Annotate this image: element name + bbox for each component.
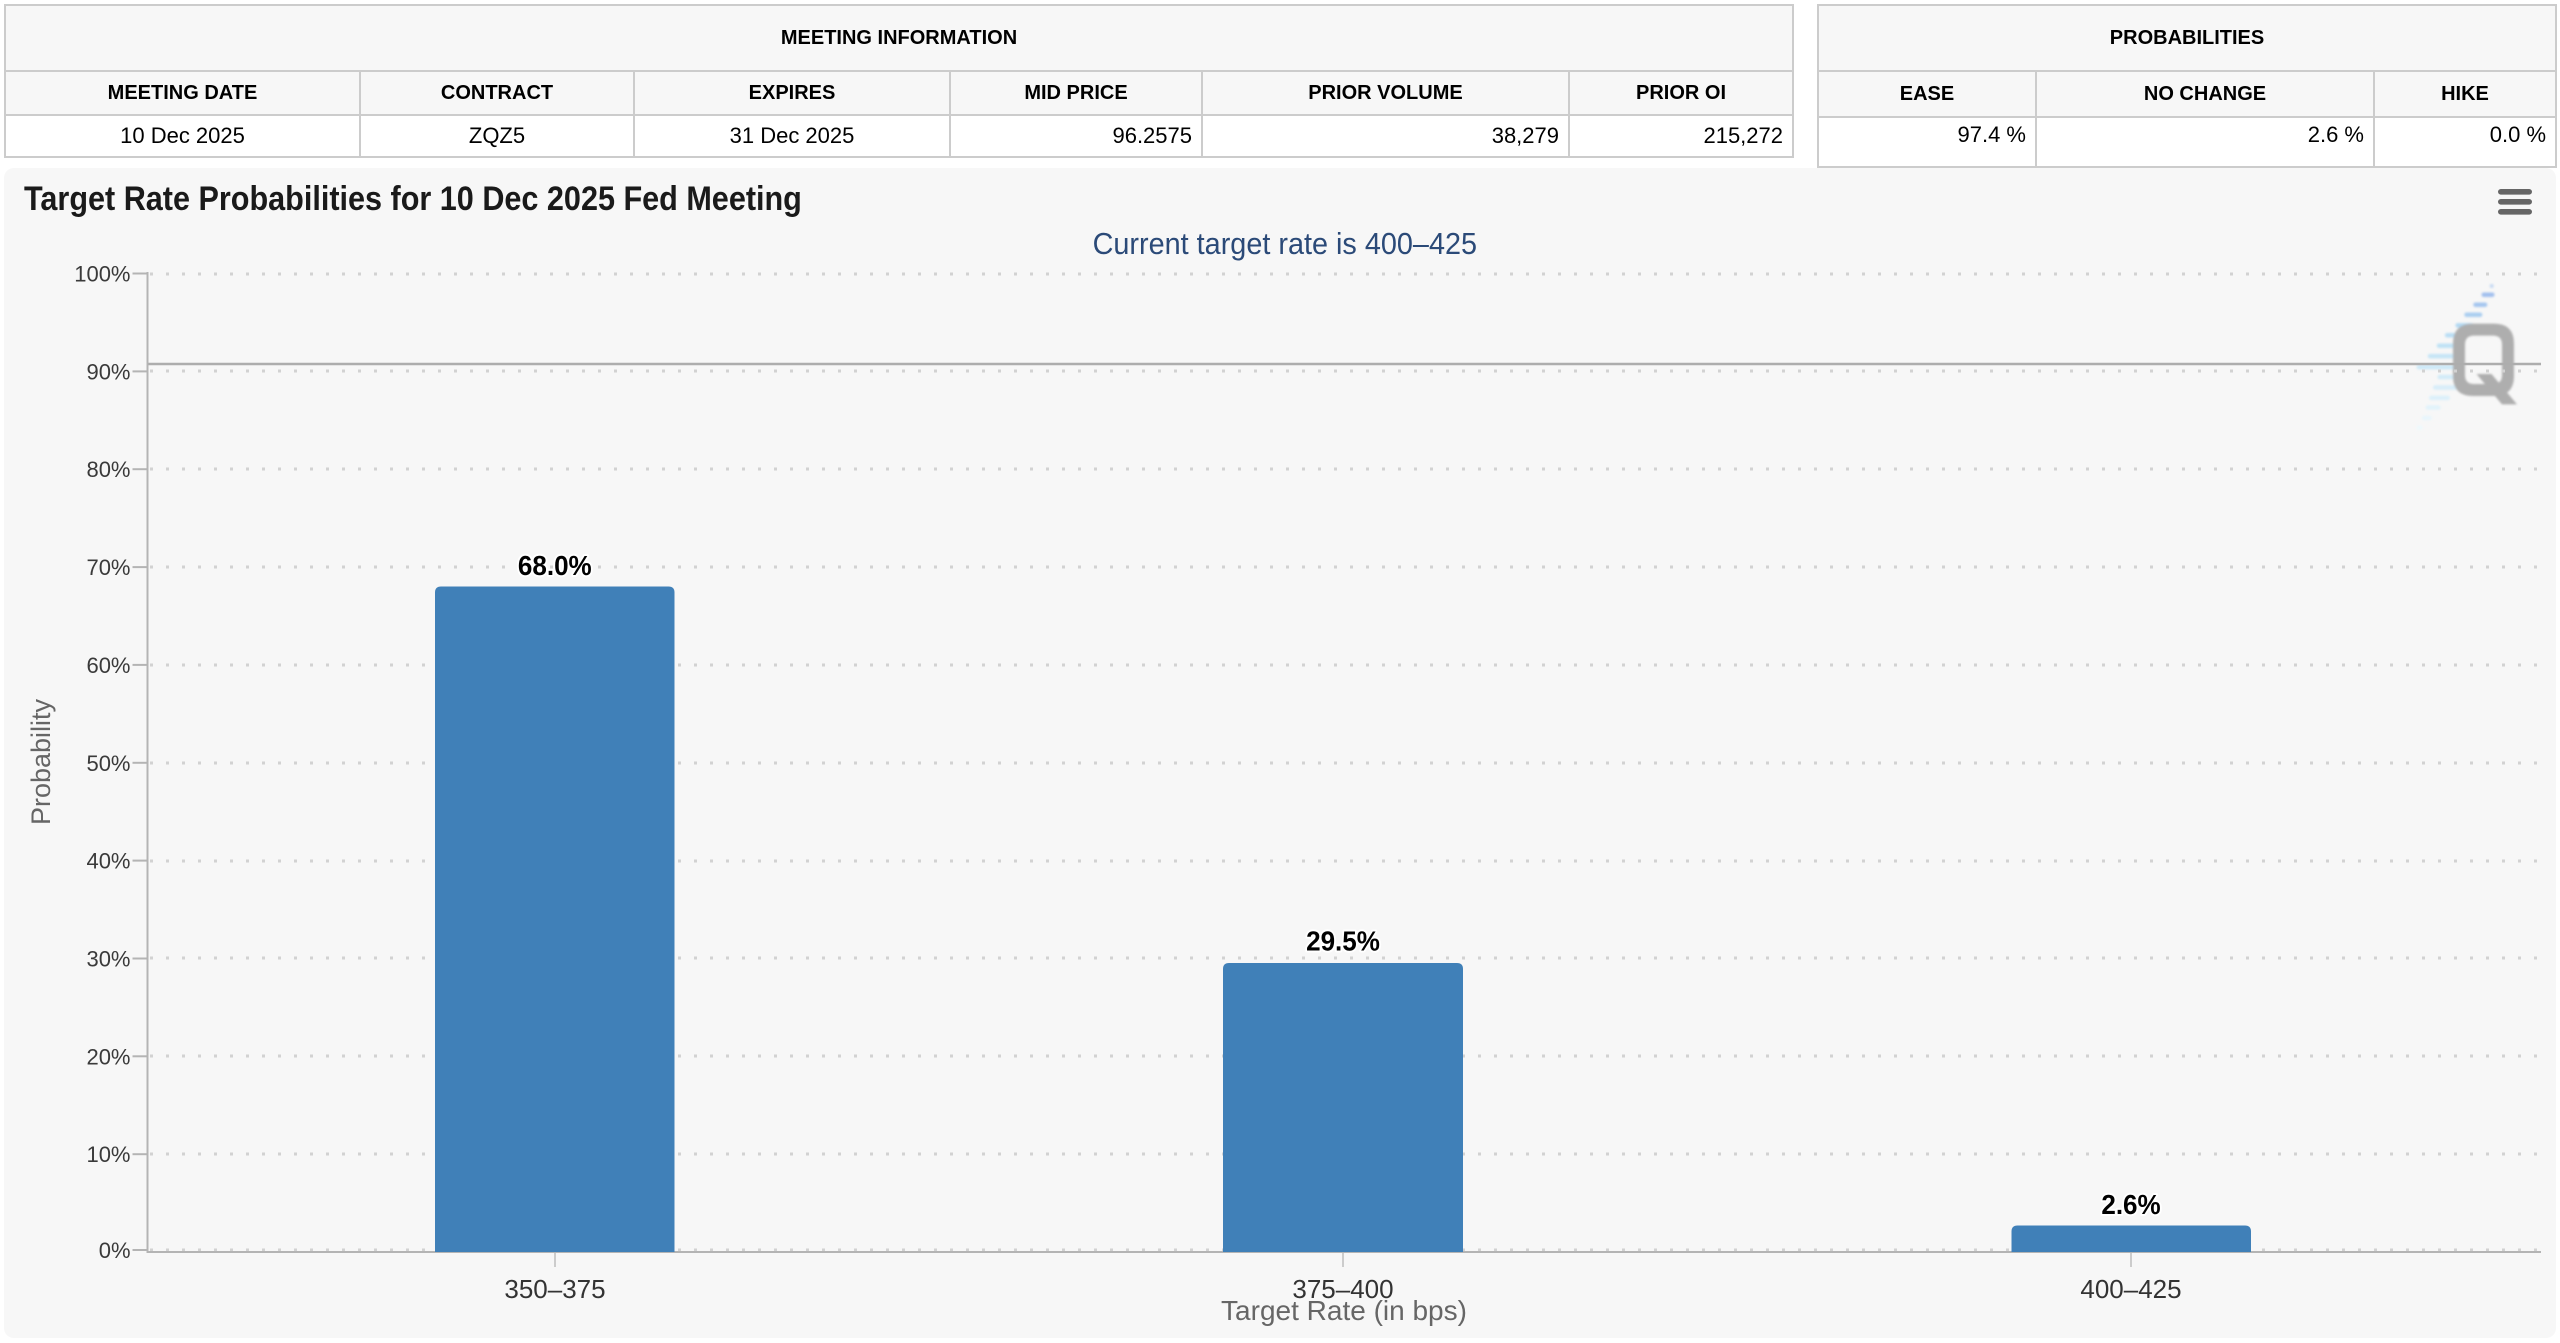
svg-text:29.5%: 29.5% [1306, 926, 1380, 957]
svg-text:10%: 10% [86, 1142, 130, 1167]
svg-text:350–375: 350–375 [504, 1274, 605, 1304]
svg-text:50%: 50% [86, 751, 130, 776]
svg-text:68.0%: 68.0% [518, 550, 592, 581]
svg-text:Target Rate Probabilities for: Target Rate Probabilities for 10 Dec 202… [24, 180, 802, 218]
svg-text:60%: 60% [86, 653, 130, 678]
svg-text:Current target rate is 400–425: Current target rate is 400–425 [1093, 227, 1477, 261]
svg-text:2.6%: 2.6% [2101, 1189, 2160, 1220]
svg-text:0%: 0% [99, 1238, 131, 1263]
svg-text:80%: 80% [86, 457, 130, 482]
svg-text:90%: 90% [86, 359, 130, 384]
svg-text:20%: 20% [86, 1044, 130, 1069]
svg-text:Target Rate (in bps): Target Rate (in bps) [1221, 1295, 1467, 1326]
svg-text:30%: 30% [86, 947, 130, 972]
svg-text:40%: 40% [86, 849, 130, 874]
svg-text:Probability: Probability [26, 698, 56, 825]
svg-text:70%: 70% [86, 555, 130, 580]
svg-text:100%: 100% [74, 262, 130, 287]
svg-text:375–400: 375–400 [1292, 1274, 1393, 1304]
svg-text:400–425: 400–425 [2080, 1274, 2181, 1304]
